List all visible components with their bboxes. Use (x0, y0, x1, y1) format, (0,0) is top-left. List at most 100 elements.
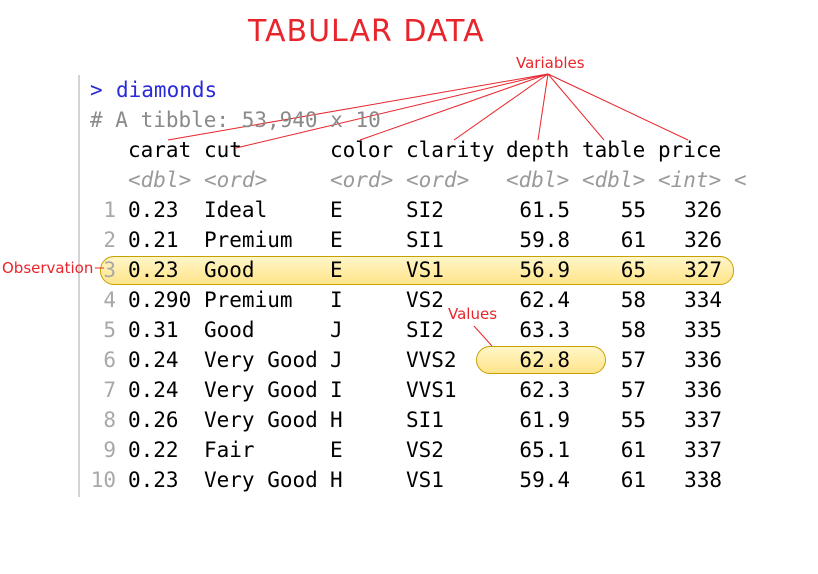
cell-price: 335 (684, 318, 722, 342)
table-row: 2 0.21 Premium E SI1 59.8 61 326 (0, 225, 818, 255)
column-header-depth: depth (506, 138, 570, 162)
cell-table: 61 (620, 228, 646, 252)
cell-table: 55 (620, 198, 646, 222)
cell-carat: 0.22 (128, 438, 179, 462)
cell-depth: 62.8 (519, 348, 570, 372)
cell-table: 58 (620, 288, 646, 312)
console-comment-line: # A tibble: 53,940 x 10 (0, 105, 381, 135)
cell-carat: 0.24 (128, 378, 179, 402)
row-number: 2 (103, 228, 116, 252)
column-type-color: <ord> (330, 168, 394, 192)
cell-carat: 0.31 (128, 318, 179, 342)
table-row: 10 0.23 Very Good H VS1 59.4 61 338 (0, 465, 818, 495)
cell-carat: 0.290 (128, 288, 192, 312)
values-pointer (473, 325, 493, 347)
cell-carat: 0.24 (128, 348, 179, 372)
table-row: 9 0.22 Fair E VS2 65.1 61 337 (0, 435, 818, 465)
cell-depth: 62.4 (519, 288, 570, 312)
cell-depth: 63.3 (519, 318, 570, 342)
cell-color: I (330, 378, 343, 402)
variable-pointer-carat (167, 73, 549, 141)
column-header-carat: carat (128, 138, 192, 162)
variable-pointer-color (359, 73, 549, 141)
cell-clarity: VVS1 (406, 378, 457, 402)
cell-price: 336 (684, 348, 722, 372)
cell-carat: 0.23 (128, 198, 179, 222)
variable-pointer-cut (235, 73, 549, 149)
table-row: 1 0.23 Ideal E SI2 61.5 55 326 (0, 195, 818, 225)
cell-cut: Ideal (204, 198, 268, 222)
cell-depth: 62.3 (519, 378, 570, 402)
row-number: 4 (103, 288, 116, 312)
cell-clarity: VS2 (406, 438, 444, 462)
cell-depth: 59.4 (519, 468, 570, 492)
cell-price: 334 (684, 288, 722, 312)
cell-color: J (330, 348, 343, 372)
cell-cut: Good (204, 258, 255, 282)
cell-price: 326 (684, 198, 722, 222)
column-type-depth: <dbl> (506, 168, 570, 192)
cell-clarity: SI2 (406, 198, 444, 222)
console-gutter-line (78, 75, 80, 497)
cell-depth: 65.1 (519, 438, 570, 462)
cell-cut: Premium (204, 228, 293, 252)
column-header-table: table (582, 138, 646, 162)
cell-depth: 56.9 (519, 258, 570, 282)
variable-pointer-depth (537, 73, 549, 141)
cell-clarity: SI2 (406, 318, 444, 342)
row-number: 7 (103, 378, 116, 402)
cell-depth: 61.5 (519, 198, 570, 222)
cell-color: H (330, 408, 343, 432)
cell-clarity: VVS2 (406, 348, 457, 372)
column-type-table: <dbl> (582, 168, 646, 192)
cell-table: 65 (620, 258, 646, 282)
column-header-color: color (330, 138, 394, 162)
variable-pointer-price (547, 73, 689, 141)
console-prompt: > (90, 78, 103, 102)
column-type-price: <int> (658, 168, 722, 192)
cell-table: 57 (620, 348, 646, 372)
cell-color: H (330, 468, 343, 492)
tibble-summary: # A tibble: 53,940 x 10 (90, 108, 381, 132)
cell-carat: 0.26 (128, 408, 179, 432)
row-number: 8 (103, 408, 116, 432)
observation-label: Observation (2, 259, 94, 277)
console-command-line: > diamonds (0, 75, 217, 105)
cell-cut: Good (204, 318, 255, 342)
value-highlight (476, 346, 606, 374)
table-type-row: <dbl> <ord> <ord> <ord> <dbl> <dbl> <int… (0, 165, 747, 195)
column-header-price: price (658, 138, 722, 162)
cell-color: E (330, 438, 343, 462)
cell-table: 58 (620, 318, 646, 342)
cell-color: I (330, 288, 343, 312)
table-row: 6 0.24 Very Good J VVS2 62.8 57 336 (0, 345, 818, 375)
cell-color: E (330, 258, 343, 282)
cell-color: E (330, 198, 343, 222)
cell-price: 336 (684, 378, 722, 402)
observation-highlight (100, 256, 734, 285)
table-row: 3 0.23 Good E VS1 56.9 65 327 (0, 255, 818, 285)
row-number: 9 (103, 438, 116, 462)
cell-color: E (330, 228, 343, 252)
cell-clarity: VS1 (406, 468, 444, 492)
cell-cut: Very Good (204, 348, 318, 372)
cell-cut: Very Good (204, 378, 318, 402)
cell-clarity: VS1 (406, 258, 444, 282)
cell-cut: Very Good (204, 408, 318, 432)
cell-price: 326 (684, 228, 722, 252)
cell-price: 338 (684, 468, 722, 492)
table-row: 4 0.290 Premium I VS2 62.4 58 334 (0, 285, 818, 315)
cell-carat: 0.21 (128, 228, 179, 252)
cell-clarity: SI1 (406, 228, 444, 252)
column-type-overflow: < (734, 168, 747, 192)
cell-price: 327 (684, 258, 722, 282)
cell-clarity: SI1 (406, 408, 444, 432)
cell-price: 337 (684, 408, 722, 432)
cell-carat: 0.23 (128, 258, 179, 282)
column-type-carat: <dbl> (128, 168, 192, 192)
column-type-cut: <ord> (204, 168, 268, 192)
values-label: Values (448, 305, 498, 323)
cell-table: 55 (620, 408, 646, 432)
cell-color: J (330, 318, 343, 342)
